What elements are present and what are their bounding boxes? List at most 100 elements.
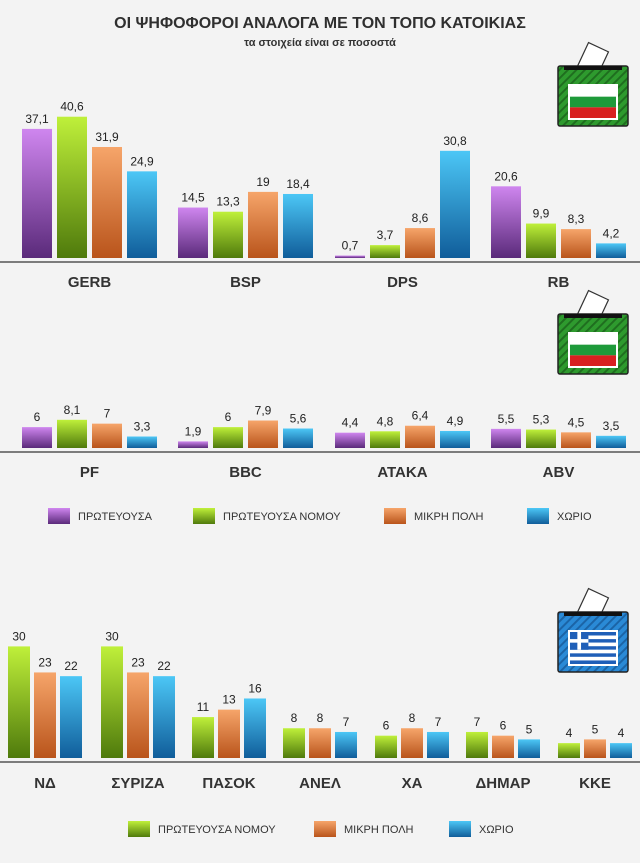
data-label: 30 — [12, 629, 26, 643]
data-label: 8,6 — [412, 211, 429, 225]
bar — [335, 255, 365, 258]
data-label: 5 — [592, 722, 599, 736]
bar — [405, 228, 435, 258]
bar — [92, 423, 122, 448]
bar — [596, 435, 626, 448]
legend-label: ΠΡΩΤΕΥΟΥΣΑ ΝΟΜΟΥ — [223, 511, 341, 523]
category-label: ΔΗΜΑΡ — [476, 775, 531, 792]
data-label: 23 — [38, 655, 52, 669]
data-label: 23 — [131, 655, 145, 669]
bar — [370, 245, 400, 258]
category-label: PF — [80, 464, 99, 481]
bar — [309, 728, 331, 758]
bar — [248, 191, 278, 258]
data-label: 40,6 — [60, 100, 84, 114]
data-label: 19 — [256, 175, 270, 189]
category-label: ΠΑΣΟΚ — [202, 775, 255, 792]
bulgarian-ballot-box-icon — [557, 289, 629, 375]
data-label: 31,9 — [95, 130, 119, 144]
legend-swatch — [527, 508, 549, 524]
bar — [60, 676, 82, 758]
bar — [466, 731, 488, 758]
bar — [427, 731, 449, 758]
data-label: 8 — [409, 711, 416, 725]
bar — [561, 432, 591, 448]
data-label: 5,6 — [290, 412, 307, 426]
bar — [335, 432, 365, 448]
category-label: ΧΑ — [402, 775, 423, 792]
bar — [440, 430, 470, 448]
bar — [244, 698, 266, 758]
bar — [491, 186, 521, 258]
data-label: 3,7 — [377, 228, 394, 242]
data-label: 1,9 — [185, 424, 202, 438]
bar — [561, 229, 591, 258]
bar — [213, 427, 243, 448]
bar — [127, 436, 157, 448]
bar — [405, 425, 435, 448]
bar — [558, 743, 580, 758]
data-label: 11 — [197, 700, 210, 714]
bar — [491, 428, 521, 448]
category-label: ΝΔ — [34, 775, 56, 792]
data-label: 8 — [317, 711, 324, 725]
bar — [127, 171, 157, 258]
legend-swatch — [128, 821, 150, 837]
category-label: RB — [548, 274, 570, 291]
data-label: 6 — [225, 410, 232, 424]
bar — [610, 743, 632, 758]
bar — [492, 735, 514, 758]
data-label: 8,1 — [64, 403, 81, 417]
data-label: 37,1 — [25, 112, 49, 126]
category-label: DPS — [387, 274, 418, 291]
data-label: 4,8 — [377, 414, 394, 428]
data-label: 22 — [157, 659, 171, 673]
category-label: GERB — [68, 274, 112, 291]
bar — [596, 243, 626, 258]
data-label: 7 — [343, 715, 350, 729]
bar — [22, 128, 52, 258]
data-label: 4,5 — [568, 415, 585, 429]
legend-label: ΜΙΚΡΗ ΠΟΛΗ — [414, 511, 484, 523]
data-label: 5,5 — [498, 412, 515, 426]
bar — [22, 427, 52, 448]
category-label: ΚΚΕ — [579, 775, 611, 792]
bar — [153, 676, 175, 758]
category-label: ABV — [543, 464, 575, 481]
data-label: 20,6 — [494, 169, 518, 183]
data-label: 0,7 — [342, 239, 359, 253]
bar — [526, 429, 556, 448]
bar — [526, 223, 556, 258]
bar — [335, 731, 357, 758]
data-label: 4 — [566, 726, 573, 740]
data-label: 7 — [474, 715, 481, 729]
chart-title: ΟΙ ΨΗΦΟΦΟΡΟΙ ΑΝΑΛΟΓΑ ΜΕ ΤΟΝ ΤΟΠΟ ΚΑΤΟΙΚΙ… — [114, 15, 526, 32]
bar — [57, 116, 87, 258]
data-label: 13 — [222, 693, 236, 707]
data-label: 4 — [618, 726, 625, 740]
bulgarian-ballot-box-icon — [557, 41, 629, 127]
data-label: 8,3 — [568, 212, 585, 226]
bar — [283, 728, 305, 758]
legend-swatch — [449, 821, 471, 837]
data-label: 3,5 — [603, 419, 620, 433]
legend-swatch — [314, 821, 336, 837]
bar — [283, 193, 313, 258]
data-label: 6,4 — [412, 409, 429, 423]
data-label: 4,9 — [447, 414, 464, 428]
legend-swatch — [384, 508, 406, 524]
bar — [8, 646, 30, 758]
bar — [401, 728, 423, 758]
bar — [127, 672, 149, 758]
category-label: ΣΥΡΙΖΑ — [111, 775, 164, 792]
data-label: 13,3 — [216, 195, 240, 209]
data-label: 7 — [435, 715, 442, 729]
legend-label: ΧΩΡΙΟ — [479, 824, 514, 836]
bar — [440, 150, 470, 258]
legend-swatch — [193, 508, 215, 524]
greek-ballot-box-icon — [557, 587, 629, 673]
data-label: 9,9 — [533, 207, 550, 221]
data-label: 6 — [34, 410, 41, 424]
category-label: BBC — [229, 464, 262, 481]
data-label: 8 — [291, 711, 298, 725]
